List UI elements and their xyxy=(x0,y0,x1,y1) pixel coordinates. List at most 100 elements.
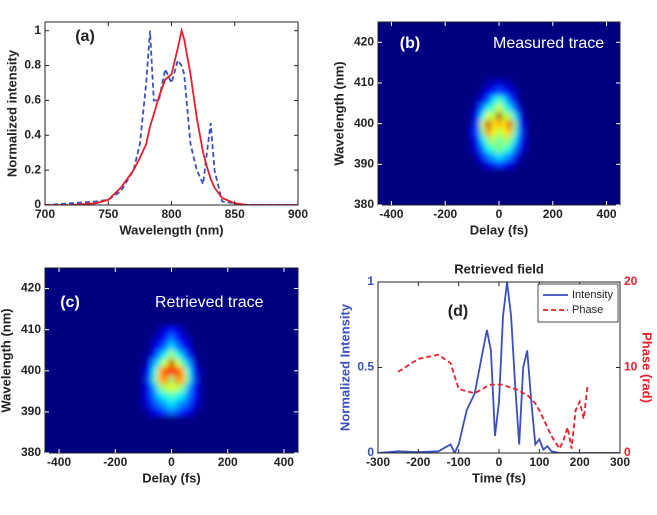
x-tick-label: -300 xyxy=(366,455,390,469)
heatmap-cell xyxy=(196,399,203,409)
series-line xyxy=(397,353,589,451)
y-tick-label: 390 xyxy=(21,404,41,418)
heatmap-cell xyxy=(174,383,181,392)
heatmap-cell xyxy=(490,135,497,145)
x-tick-label: 400 xyxy=(597,207,617,221)
heatmap-cell xyxy=(196,383,203,392)
heatmap-cell xyxy=(191,358,198,368)
y-tick-label: 1 xyxy=(34,23,41,37)
heatmap-cell xyxy=(507,144,513,153)
series-line xyxy=(45,27,298,205)
heatmap-cell xyxy=(196,358,203,368)
x-tick-label: -200 xyxy=(406,455,430,469)
heatmap-cell xyxy=(485,144,492,153)
heatmap-cell xyxy=(191,407,198,417)
heatmap-cell xyxy=(196,391,203,401)
heatmap-cell xyxy=(512,144,519,153)
y-tick-label: 0 xyxy=(367,445,374,459)
x-axis-label: Time (fs) xyxy=(472,470,526,485)
heatmap-cell xyxy=(151,333,158,343)
heatmap-cell xyxy=(485,152,492,161)
heatmap-cell xyxy=(490,127,497,137)
heatmap-cell xyxy=(185,366,192,376)
heatmap-cell xyxy=(146,407,153,417)
heatmap-cell xyxy=(202,399,209,409)
panel-label: (b) xyxy=(400,35,420,52)
chart-title: Retrieved field xyxy=(454,261,544,276)
heatmap-cell xyxy=(191,391,198,401)
heatmap-cell xyxy=(196,325,203,335)
y-tick-label: 410 xyxy=(21,322,41,336)
heatmap-cell xyxy=(490,78,497,88)
heatmap-cell xyxy=(185,407,192,417)
heatmap-cell xyxy=(179,374,187,384)
heatmap-cell xyxy=(469,78,476,88)
x-axis-label: Delay (fs) xyxy=(470,222,529,237)
heatmap-cell xyxy=(464,144,470,153)
heatmap-cell xyxy=(140,333,147,343)
heatmap-cell xyxy=(474,103,481,112)
heatmap-cell xyxy=(191,333,198,343)
heatmap-cell xyxy=(528,78,535,88)
y-tick-label: 0.4 xyxy=(24,127,41,141)
heatmap-cell xyxy=(174,325,181,335)
heatmap-cell xyxy=(501,111,508,121)
heatmap-cell xyxy=(174,358,181,368)
heatmap-cell xyxy=(168,383,175,392)
x-tick-label: 200 xyxy=(543,207,563,221)
heatmap-cell xyxy=(512,87,519,96)
heatmap-cell xyxy=(528,144,535,153)
x-tick-label: 200 xyxy=(218,455,238,469)
heatmap-cell xyxy=(507,135,513,145)
heatmap-cell xyxy=(185,350,192,359)
heatmap-cell xyxy=(480,111,487,121)
heatmap-cell xyxy=(480,160,487,169)
heatmap-cell xyxy=(528,135,535,145)
y-axis-label: Wavelength (nm) xyxy=(0,308,13,412)
heatmap-cell xyxy=(196,374,203,384)
heatmap-cell xyxy=(485,127,492,137)
heatmap-cell xyxy=(163,391,170,401)
y-tick-label: 0.8 xyxy=(24,58,41,72)
plot-background xyxy=(45,22,298,205)
heatmap-cell xyxy=(507,127,513,137)
heatmap-cell xyxy=(507,103,513,112)
heatmap-cell xyxy=(490,119,497,129)
heatmap-cell xyxy=(528,111,535,121)
x-tick-label: 0 xyxy=(168,455,175,469)
heatmap-cell xyxy=(174,342,181,351)
x-tick-label: -400 xyxy=(47,455,71,469)
heatmap-cell xyxy=(501,127,508,137)
heatmap-cell xyxy=(191,350,198,359)
heatmap-cell xyxy=(485,87,492,96)
heatmap-cell xyxy=(490,144,497,153)
heatmap-cell xyxy=(202,366,209,376)
heatmap-cell xyxy=(163,407,170,417)
heatmap-cell xyxy=(485,119,492,129)
heatmap-cell xyxy=(528,160,535,169)
heatmap-cell xyxy=(163,366,170,376)
heatmap-cell xyxy=(496,87,503,96)
heatmap-cell xyxy=(469,160,476,169)
y-tick-label: 420 xyxy=(21,281,41,295)
heatmap-cell xyxy=(191,325,198,335)
heatmap-cell xyxy=(140,374,147,384)
heatmap-cell xyxy=(134,342,142,351)
heatmap-cell xyxy=(485,160,492,169)
y-tick-label: 420 xyxy=(354,35,374,49)
heatmap-cell xyxy=(157,366,164,376)
y-tick-label: 1 xyxy=(367,274,374,288)
heatmap-cell xyxy=(157,325,164,335)
heatmap-cell xyxy=(174,366,181,376)
heatmap-cell xyxy=(464,78,470,88)
heatmap-cell xyxy=(151,391,158,401)
heatmap-cell xyxy=(496,152,503,161)
heatmap-cell xyxy=(168,374,175,384)
heatmap-cell xyxy=(157,399,164,409)
heatmap-cell xyxy=(202,350,209,359)
heatmap-cell xyxy=(464,135,470,145)
heatmap-cell xyxy=(501,160,508,169)
panel-label: (c) xyxy=(60,294,80,311)
heatmap-cell xyxy=(517,95,524,104)
